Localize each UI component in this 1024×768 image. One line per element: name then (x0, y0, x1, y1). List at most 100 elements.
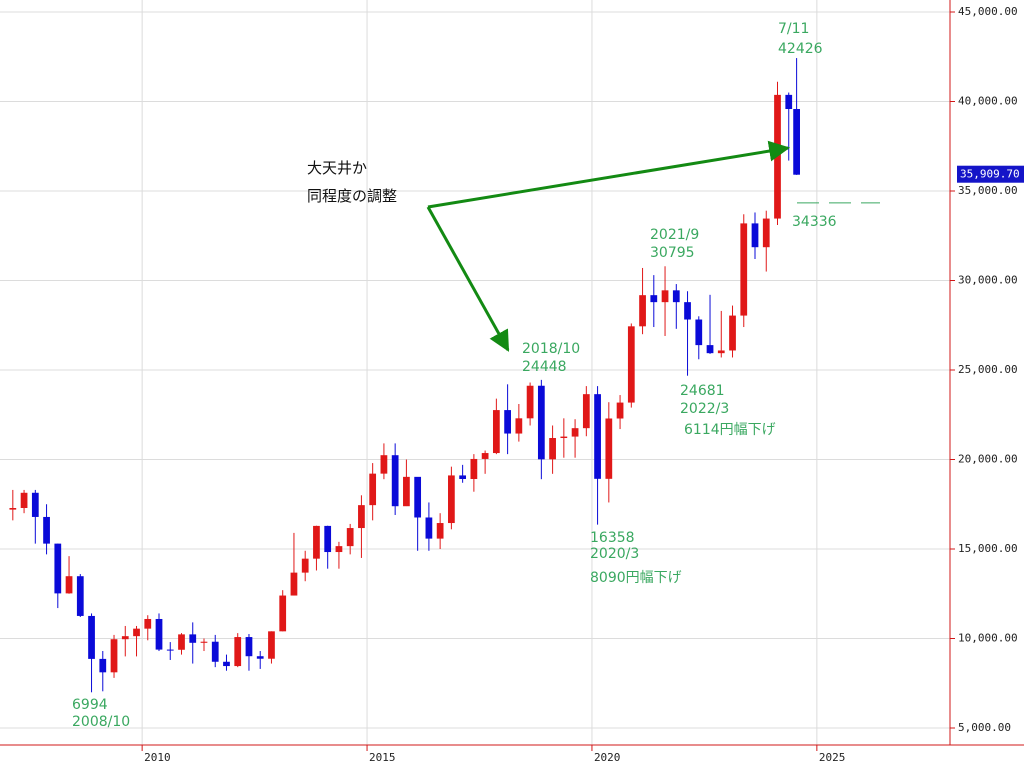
price-tag-label: 35,909.70 (960, 168, 1020, 181)
x-tick-label: 2020 (594, 751, 621, 764)
candle-body (211, 641, 219, 662)
candle-body (155, 618, 163, 650)
y-tick-label: 35,000.00 (958, 184, 1018, 197)
annotation: 8090円幅下げ (590, 570, 682, 586)
candle-body (88, 615, 95, 659)
candle-body (717, 350, 725, 354)
candle-body (358, 505, 365, 529)
candle-body (9, 508, 17, 510)
annotation: 7/11 (778, 21, 809, 37)
candle-body (751, 223, 759, 248)
candle-body (268, 631, 275, 659)
annotation: 30795 (650, 245, 695, 261)
candle-body (537, 385, 545, 460)
candle-body (448, 475, 455, 524)
annotation: 2008/10 (72, 714, 130, 730)
candle-body (110, 639, 118, 673)
candle-body (785, 94, 793, 110)
annotation: 24448 (522, 359, 567, 375)
candle-body (279, 595, 287, 632)
annotation: 6114円幅下げ (684, 422, 776, 438)
candle-body (76, 576, 84, 616)
candle-body (436, 523, 444, 539)
annotation: 42426 (778, 41, 823, 57)
candle-body (65, 576, 73, 594)
candle-body (627, 326, 635, 403)
candle-body (20, 492, 28, 509)
price-tag (957, 165, 1024, 183)
x-tick-label: 2025 (819, 751, 846, 764)
candle-body (178, 634, 185, 650)
candle-body (256, 656, 264, 659)
candle-body (504, 410, 511, 434)
candle-body (54, 543, 62, 594)
candle-body (313, 525, 320, 559)
candle-body (144, 618, 152, 629)
candle-body (380, 455, 388, 474)
candle-body (31, 492, 39, 517)
y-tick-label: 5,000.00 (958, 721, 1011, 734)
candle-body (582, 394, 590, 429)
candle-body (470, 458, 478, 480)
y-tick-label: 45,000.00 (958, 5, 1018, 18)
arrow (427, 140, 791, 209)
candle-body (369, 473, 377, 506)
candle-body (661, 290, 669, 303)
candle-body (740, 223, 748, 316)
candle-body (245, 637, 253, 657)
candle-body (223, 661, 230, 667)
annotation: 2021/9 (650, 227, 699, 243)
candle-body (639, 295, 646, 327)
candle-body (650, 295, 658, 303)
candle-body (200, 641, 208, 643)
candle-body (133, 628, 140, 637)
candle-body (234, 637, 242, 667)
candle-body (605, 418, 613, 479)
annotation: 2020/3 (590, 546, 639, 562)
candle-body (189, 634, 197, 643)
candle-body (774, 94, 781, 219)
candle-body (121, 636, 129, 640)
candle-body (706, 345, 714, 354)
candle-body (425, 517, 433, 539)
y-tick-label: 40,000.00 (958, 94, 1018, 107)
candle-body (403, 476, 410, 507)
annotation: 24681 (680, 383, 725, 399)
annotation: 2018/10 (522, 341, 580, 357)
candle-body (324, 525, 332, 553)
annotation: 6994 (72, 697, 108, 713)
candle-body (515, 418, 523, 434)
candle-body (481, 453, 489, 459)
support-label: 34336 (792, 214, 837, 230)
candle-body (492, 410, 500, 454)
y-tick-label: 15,000.00 (958, 542, 1018, 555)
candle-body (762, 218, 770, 248)
candle-body (695, 319, 703, 346)
x-tick-label: 2010 (144, 751, 171, 764)
annotation: 2022/3 (680, 401, 729, 417)
arrow (426, 206, 510, 352)
candle-body (43, 516, 50, 544)
y-tick-label: 30,000.00 (958, 273, 1018, 286)
candle-body (391, 455, 399, 507)
candle-body (290, 572, 298, 596)
candle-body (793, 109, 800, 175)
candle-body (459, 475, 467, 480)
candle-body (335, 546, 343, 553)
candle-body (301, 558, 309, 573)
note: 同程度の調整 (307, 187, 397, 205)
x-tick-label: 2015 (369, 751, 396, 764)
note: 大天井か (307, 159, 367, 177)
candle-body (346, 528, 354, 547)
candle-body (414, 476, 422, 518)
y-tick-label: 20,000.00 (958, 452, 1018, 465)
candle-body (594, 394, 601, 479)
candle-body (616, 402, 624, 419)
candle-body (571, 428, 579, 437)
candle-body (729, 315, 736, 351)
y-tick-label: 10,000.00 (958, 631, 1018, 644)
candle-body (166, 649, 174, 651)
y-tick-label: 25,000.00 (958, 363, 1018, 376)
candle-body (549, 438, 556, 460)
